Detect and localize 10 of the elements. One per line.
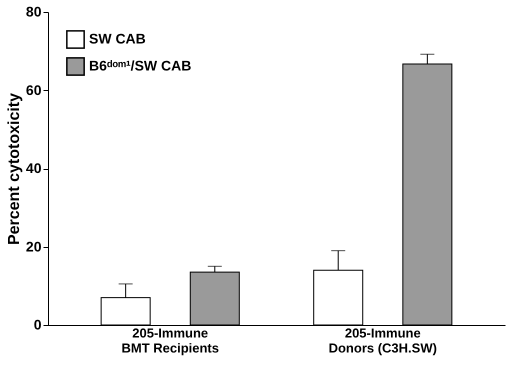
y-tick-label: 20: [26, 238, 42, 254]
y-tick-label: 0: [34, 316, 42, 332]
y-tick-label: 60: [26, 82, 42, 98]
x-tick-label: 205-Immune Donors (C3H.SW): [328, 326, 437, 356]
y-axis-title: Percent cytotoxicity: [6, 92, 23, 246]
y-tick-label: 40: [26, 160, 42, 176]
x-tick-label: 205-Immune BMT Recipients: [121, 326, 219, 356]
y-tick-label: 80: [26, 4, 42, 20]
legend-label: B6ᵈᵒᵐ¹/SW CAB: [89, 58, 192, 74]
legend-label: SW CAB: [89, 30, 146, 46]
